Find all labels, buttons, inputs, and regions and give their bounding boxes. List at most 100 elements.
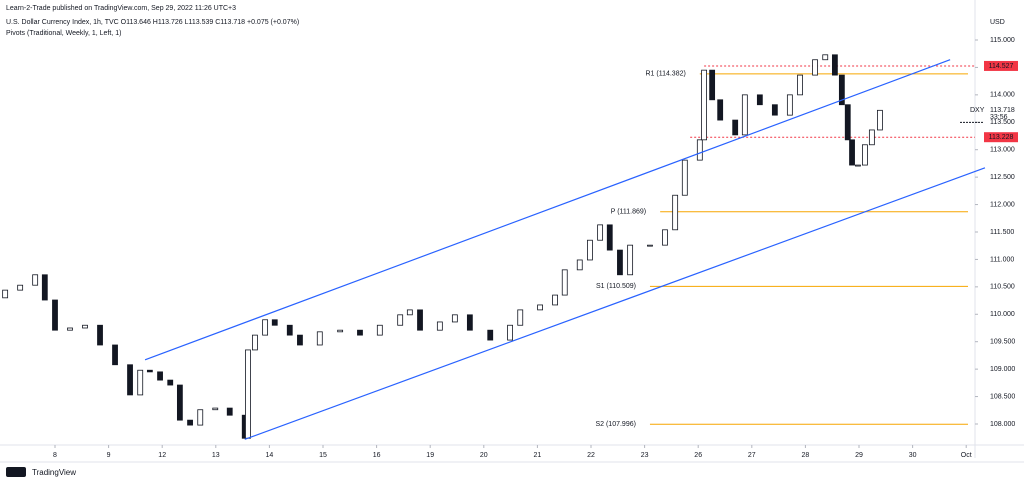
candle (786, 94, 793, 116)
candle (406, 309, 413, 316)
x-tick-label: 16 (373, 452, 381, 459)
candle (176, 384, 183, 421)
candle (797, 74, 803, 96)
candle (97, 324, 103, 346)
symbol-label: DXY (970, 107, 985, 114)
candle (672, 194, 679, 231)
candle (537, 304, 543, 311)
y-tick-label: 112.500 (990, 174, 1015, 181)
brand-logo (6, 467, 26, 477)
publisher: Learn-2-Trade published on TradingView.c… (6, 5, 236, 12)
x-tick-label: Oct (961, 452, 972, 459)
candle (245, 349, 251, 439)
candle (316, 331, 323, 346)
y-tick-label: 113.000 (990, 147, 1015, 154)
candle (877, 109, 883, 131)
trendline (144, 59, 951, 361)
candle (662, 229, 668, 246)
y-tick-label: 113.500 (990, 119, 1015, 126)
candle (717, 99, 724, 121)
y-tick-label: 112.000 (990, 201, 1015, 208)
candle (732, 119, 739, 136)
alert-tag (984, 132, 1018, 143)
candle (52, 299, 58, 331)
candle (597, 224, 604, 241)
x-tick-label: 19 (426, 452, 434, 459)
candle (436, 321, 443, 331)
candle (82, 324, 88, 329)
x-tick-label: 20 (480, 452, 488, 459)
alert-label: 114.527 (989, 63, 1014, 70)
y-tick-label: 115.000 (990, 37, 1015, 44)
candle (741, 94, 748, 136)
countdown: 33:56 (990, 114, 1008, 121)
candle (844, 104, 851, 141)
candle (286, 324, 293, 336)
candle (297, 334, 303, 346)
x-tick-label: 28 (802, 452, 810, 459)
candle (627, 244, 634, 276)
candle (157, 371, 163, 381)
x-tick-label: 15 (319, 452, 327, 459)
trendline (244, 167, 986, 440)
candle (812, 59, 818, 76)
candle (709, 69, 716, 101)
indicator: Pivots (Traditional, Weekly, 1, Left, 1) (6, 30, 121, 37)
x-tick-label: 29 (855, 452, 863, 459)
y-tick-label: 109.500 (990, 339, 1015, 346)
candle (507, 324, 513, 341)
candle (561, 269, 568, 296)
candle (617, 249, 623, 276)
candle (552, 294, 558, 306)
candle (822, 54, 829, 61)
y-tick-label: 110.000 (990, 311, 1015, 318)
candle (606, 224, 613, 251)
candle (376, 324, 383, 336)
y-tick-label: 110.500 (990, 284, 1015, 291)
y-tick-label: 111.500 (990, 229, 1014, 236)
candle (2, 289, 9, 299)
brand: TradingView (32, 468, 76, 477)
x-tick-label: 26 (694, 452, 702, 459)
x-tick-label: 23 (641, 452, 649, 459)
candle (167, 379, 174, 386)
candle (862, 144, 868, 166)
x-tick-label: 30 (909, 452, 917, 459)
candle (262, 319, 269, 336)
x-tick-label: 22 (587, 452, 595, 459)
candle (32, 274, 39, 286)
candle (696, 139, 703, 161)
candle (517, 309, 524, 326)
candle (855, 164, 861, 167)
alert-tag (984, 60, 1018, 71)
candle (187, 419, 193, 426)
candle (67, 327, 73, 331)
x-tick-label: 9 (107, 452, 111, 459)
pivot-label: R1 (114.382) (645, 71, 685, 78)
x-tick-label: 27 (748, 452, 756, 459)
x-tick-label: 13 (212, 452, 220, 459)
y-tick-label: 114.000 (990, 92, 1015, 99)
x-tick-label: 14 (265, 452, 273, 459)
candle (112, 344, 118, 366)
candle (487, 329, 494, 341)
candle (197, 409, 204, 426)
candle (771, 104, 778, 116)
last-price-label: 113.718 (990, 107, 1015, 114)
candle (701, 69, 708, 141)
candle (252, 334, 258, 351)
candle (146, 369, 153, 373)
candle (576, 259, 583, 271)
candle (17, 284, 24, 291)
alert-label: 113.228 (989, 134, 1014, 141)
candle (681, 159, 688, 196)
candle (271, 319, 278, 326)
pivot-label: S2 (107.996) (595, 421, 635, 428)
candle (357, 329, 363, 336)
candle (849, 139, 855, 166)
candle (397, 314, 404, 326)
pivot-label: S1 (110.509) (596, 283, 636, 290)
